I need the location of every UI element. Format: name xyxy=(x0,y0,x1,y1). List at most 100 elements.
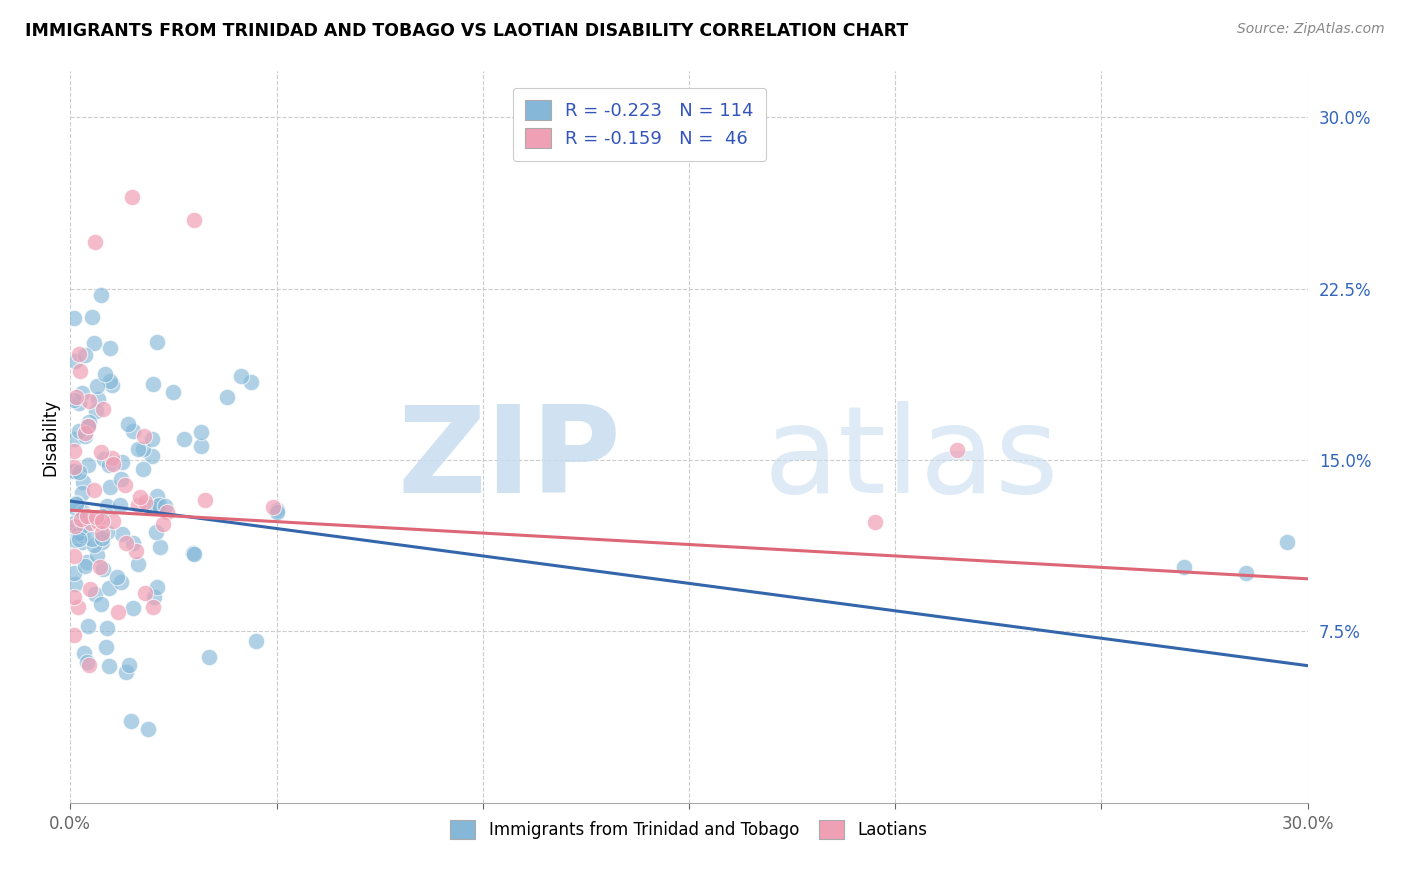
Point xyxy=(72,520,94,534)
Point xyxy=(63,444,86,458)
Point xyxy=(114,665,136,679)
Point xyxy=(129,490,152,504)
Point xyxy=(76,419,98,434)
Point xyxy=(217,391,239,405)
Point xyxy=(86,378,108,392)
Point xyxy=(146,580,169,594)
Point xyxy=(94,367,117,381)
Point xyxy=(65,500,87,515)
Point xyxy=(73,509,96,524)
Point xyxy=(183,213,205,227)
Point xyxy=(70,386,93,401)
Point xyxy=(262,500,284,514)
Point xyxy=(63,464,86,478)
Point xyxy=(76,556,98,570)
Point xyxy=(77,658,100,673)
Point xyxy=(63,549,86,563)
Point xyxy=(63,590,86,604)
Point xyxy=(117,417,139,431)
Point xyxy=(76,508,98,523)
Point xyxy=(80,310,103,324)
Point xyxy=(153,499,176,513)
Point xyxy=(142,376,165,391)
Point xyxy=(101,457,124,471)
Point xyxy=(63,311,86,326)
Point xyxy=(110,455,132,469)
Point xyxy=(118,658,141,673)
Point xyxy=(63,432,86,446)
Point xyxy=(146,499,169,513)
Point xyxy=(76,655,98,669)
Point xyxy=(121,535,143,549)
Point xyxy=(67,532,90,546)
Point xyxy=(66,527,89,541)
Point xyxy=(98,341,121,355)
Point xyxy=(96,621,118,635)
Point xyxy=(91,535,114,549)
Text: atlas: atlas xyxy=(763,401,1059,517)
Point xyxy=(101,451,124,466)
Point xyxy=(134,495,156,509)
Point xyxy=(1173,560,1195,574)
Point xyxy=(83,538,105,552)
Point xyxy=(90,445,112,459)
Point xyxy=(83,483,105,498)
Point xyxy=(245,634,267,648)
Point xyxy=(63,464,86,478)
Point xyxy=(80,532,103,546)
Point xyxy=(98,659,121,673)
Point xyxy=(127,442,149,456)
Point xyxy=(110,574,132,589)
Point xyxy=(83,235,105,249)
Point xyxy=(863,515,886,529)
Point xyxy=(107,605,129,619)
Point xyxy=(93,452,115,467)
Point xyxy=(194,492,217,507)
Point xyxy=(90,509,112,524)
Legend: Immigrants from Trinidad and Tobago, Laotians: Immigrants from Trinidad and Tobago, Lao… xyxy=(444,814,934,846)
Text: ZIP: ZIP xyxy=(396,401,621,517)
Point xyxy=(73,425,96,440)
Point xyxy=(152,516,174,531)
Point xyxy=(84,586,107,600)
Point xyxy=(73,558,96,573)
Point xyxy=(63,516,86,531)
Point xyxy=(229,369,252,384)
Point xyxy=(121,190,143,204)
Point xyxy=(105,569,128,583)
Point xyxy=(946,442,969,457)
Point xyxy=(77,619,100,633)
Point xyxy=(90,597,112,611)
Point xyxy=(63,627,86,641)
Point xyxy=(122,424,145,438)
Point xyxy=(173,432,195,446)
Point xyxy=(134,585,156,599)
Point xyxy=(63,527,86,541)
Point xyxy=(96,525,118,540)
Point xyxy=(141,450,163,464)
Point xyxy=(198,650,221,665)
Point xyxy=(97,581,120,595)
Point xyxy=(162,384,184,399)
Point xyxy=(127,498,149,512)
Point xyxy=(132,462,155,476)
Point xyxy=(96,499,118,513)
Point xyxy=(100,378,122,392)
Point xyxy=(141,432,163,446)
Y-axis label: Disability: Disability xyxy=(41,399,59,475)
Point xyxy=(114,478,136,492)
Point xyxy=(122,600,145,615)
Point xyxy=(139,500,162,515)
Point xyxy=(63,353,86,368)
Point xyxy=(72,475,94,489)
Point xyxy=(83,336,105,351)
Point xyxy=(87,515,110,529)
Point xyxy=(67,465,90,479)
Point xyxy=(63,526,86,541)
Point xyxy=(90,288,112,302)
Point xyxy=(86,509,108,524)
Point xyxy=(77,394,100,409)
Point xyxy=(72,505,94,519)
Point xyxy=(91,532,114,546)
Point xyxy=(65,497,87,511)
